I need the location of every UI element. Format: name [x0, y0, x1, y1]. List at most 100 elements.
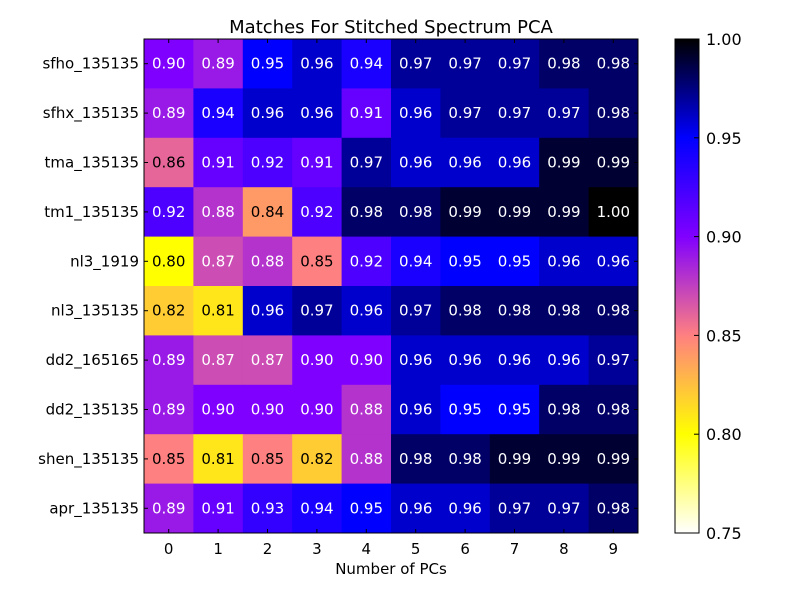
heatmap-cell — [588, 187, 639, 238]
heatmap-cell — [489, 335, 540, 386]
cell-value-label: 0.96 — [597, 252, 630, 270]
cell-value-label: 0.96 — [399, 351, 432, 369]
cell-value-label: 0.94 — [201, 104, 234, 122]
heatmap-cell — [588, 88, 639, 139]
y-tick-label: dd2_135135 — [46, 401, 139, 420]
heatmap-cell — [144, 335, 194, 386]
cell-value-label: 0.80 — [152, 252, 185, 270]
y-tick-label: shen_135135 — [38, 450, 139, 469]
cell-value-label: 0.82 — [300, 450, 333, 468]
plot-frame — [143, 38, 639, 534]
cell-value-label: 0.90 — [251, 401, 284, 419]
heatmap-cell — [341, 286, 392, 336]
cell-value-label: 0.89 — [152, 351, 185, 369]
cell-value-label: 0.89 — [152, 104, 185, 122]
cell-value-label: 0.91 — [300, 154, 333, 172]
heatmap-cell — [539, 187, 590, 238]
cell-value-label: 0.98 — [399, 203, 432, 221]
x-tick-label: 9 — [609, 540, 619, 558]
heatmap-cell — [341, 187, 392, 238]
cell-value-label: 0.98 — [547, 55, 580, 73]
cell-value-label: 0.90 — [300, 351, 333, 369]
heatmap-cell — [242, 236, 293, 287]
x-tick-label: 8 — [559, 540, 569, 558]
heatmap-cell — [489, 236, 540, 287]
heatmap-cell — [341, 88, 392, 139]
cell-value-label: 0.98 — [597, 55, 630, 73]
heatmap-cell — [489, 137, 540, 188]
x-tick-label: 1 — [213, 540, 223, 558]
cell-value-label: 0.97 — [448, 104, 481, 122]
heatmap-cell — [193, 39, 244, 89]
cell-value-label: 0.97 — [350, 154, 383, 172]
heatmap-cell — [391, 335, 441, 386]
cell-value-label: 0.89 — [201, 55, 234, 73]
heatmap-cell — [341, 483, 392, 534]
heatmap-cell — [489, 384, 540, 435]
heatmap-cell — [292, 286, 343, 336]
cell-value-label: 0.96 — [547, 252, 580, 270]
heatmap-cell — [193, 434, 244, 485]
cell-value-label: 0.96 — [448, 351, 481, 369]
heatmap-cell — [193, 236, 244, 287]
heatmap-cell — [292, 483, 343, 534]
cell-value-label: 0.86 — [152, 154, 185, 172]
heatmap-cell — [440, 137, 491, 188]
cell-value-label: 0.96 — [300, 104, 333, 122]
heatmap-cell — [341, 335, 392, 386]
heatmap-cell — [391, 88, 441, 139]
heatmap-cell — [588, 286, 639, 336]
colorbar-tick-label: 0.75 — [706, 524, 742, 543]
heatmap-cell — [144, 187, 194, 238]
heatmap-cell — [391, 187, 441, 238]
heatmap-cell — [144, 39, 194, 89]
heatmap-cell — [588, 384, 639, 435]
heatmap-cell — [242, 384, 293, 435]
cell-value-label: 0.88 — [350, 401, 383, 419]
heatmap-cell — [440, 88, 491, 139]
cell-value-label: 0.98 — [350, 203, 383, 221]
heatmap-cell — [292, 434, 343, 485]
heatmap-cell — [489, 286, 540, 336]
cell-value-label: 0.98 — [597, 302, 630, 320]
x-axis-label: Number of PCs — [335, 560, 447, 578]
heatmap-cell — [489, 187, 540, 238]
cell-value-label: 0.87 — [201, 351, 234, 369]
chart-title: Matches For Stitched Spectrum PCA — [229, 17, 553, 38]
heatmap-cell — [341, 137, 392, 188]
cell-value-label: 0.82 — [152, 302, 185, 320]
cell-value-label: 0.96 — [399, 104, 432, 122]
y-tick-label: nl3_135135 — [51, 302, 139, 321]
cell-value-label: 0.98 — [597, 499, 630, 517]
x-tick-label: 7 — [510, 540, 520, 558]
heatmap-cell — [391, 286, 441, 336]
x-tick-label: 6 — [460, 540, 470, 558]
heatmap-cell — [193, 187, 244, 238]
cell-value-label: 0.95 — [498, 252, 531, 270]
heatmap-cell — [341, 384, 392, 435]
heatmap-cell — [242, 335, 293, 386]
cell-value-label: 0.85 — [152, 450, 185, 468]
heatmap-cell — [539, 384, 590, 435]
x-tick-label: 4 — [362, 540, 372, 558]
colorbar-tick-label: 0.85 — [706, 326, 742, 345]
cell-value-label: 0.97 — [498, 104, 531, 122]
cell-value-label: 0.95 — [498, 401, 531, 419]
cell-value-label: 0.95 — [251, 55, 284, 73]
heatmap-cell — [242, 39, 293, 89]
heatmap-cell — [242, 187, 293, 238]
cell-value-label: 0.96 — [399, 401, 432, 419]
heatmap-cell — [292, 236, 343, 287]
cell-value-label: 0.95 — [448, 252, 481, 270]
heatmap-cell — [588, 434, 639, 485]
cell-value-label: 0.98 — [597, 401, 630, 419]
heatmap-cell — [292, 335, 343, 386]
cell-value-label: 0.98 — [597, 104, 630, 122]
cell-value-label: 0.99 — [597, 154, 630, 172]
x-tick-label: 2 — [263, 540, 273, 558]
cell-value-label: 0.96 — [251, 104, 284, 122]
y-tick-label: sfho_135135 — [42, 55, 139, 74]
heatmap-cell — [292, 187, 343, 238]
cell-value-label: 0.87 — [251, 351, 284, 369]
cell-value-label: 0.98 — [547, 302, 580, 320]
